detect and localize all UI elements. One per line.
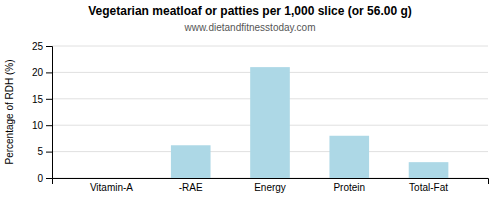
grid-line [52, 46, 488, 47]
y-axis: 0 5 10 15 20 25 [32, 41, 53, 184]
y-tick-label: 15 [32, 94, 44, 105]
y-tick: 5 [37, 146, 52, 157]
y-tick-mark [46, 178, 52, 179]
bar [409, 162, 449, 178]
x-tick-label: Vitamin-A [90, 182, 133, 193]
y-tick-mark [46, 125, 52, 126]
title: Vegetarian meatloaf or patties per 1,000… [88, 4, 411, 18]
x-axis: Vitamin-A -RAE Energy Protein Total-Fat [53, 179, 489, 194]
y-axis-label: Percentage of RDH (%) [4, 59, 15, 164]
y-tick: 15 [32, 94, 52, 105]
chart-svg: Vegetarian meatloaf or patties per 1,000… [0, 0, 500, 200]
x-tick-label: Protein [333, 182, 365, 193]
y-tick-mark [46, 46, 52, 47]
x-tick: Energy [254, 182, 286, 193]
plot-area: 0 5 10 15 20 25 Vitamin-A -RAE Energy Protein Tota… [32, 41, 489, 193]
y-tick-label: 25 [32, 41, 44, 52]
y-tick-label: 5 [37, 146, 43, 157]
y-tick-label: 20 [32, 67, 44, 78]
y-tick-mark [46, 99, 52, 100]
bars [171, 67, 448, 178]
bar [171, 145, 211, 178]
bar [92, 178, 132, 179]
bar [329, 136, 369, 178]
y-axis-line [46, 47, 53, 179]
grid [52, 46, 488, 178]
x-tick-label: Energy [254, 182, 286, 193]
y-tick: 0 [37, 173, 52, 184]
y-tick-label: 10 [32, 120, 44, 131]
y-tick: 10 [32, 120, 52, 131]
x-tick: Vitamin-A [90, 182, 133, 193]
subtitle: www.dietandfitnesstoday.com [184, 22, 316, 33]
y-tick-mark [46, 152, 52, 153]
y-tick-mark [46, 72, 52, 73]
x-tick: Protein [333, 182, 365, 193]
bar [250, 67, 290, 178]
x-tick-label: -RAE [179, 182, 203, 193]
y-tick: 25 [32, 41, 52, 52]
y-tick-label: 0 [37, 173, 43, 184]
y-tick: 20 [32, 67, 52, 78]
x-tick: -RAE [179, 182, 203, 193]
x-tick-label: Total-Fat [409, 182, 448, 193]
chart-container: Vegetarian meatloaf or patties per 1,000… [0, 0, 500, 200]
x-tick: Total-Fat [409, 182, 448, 193]
